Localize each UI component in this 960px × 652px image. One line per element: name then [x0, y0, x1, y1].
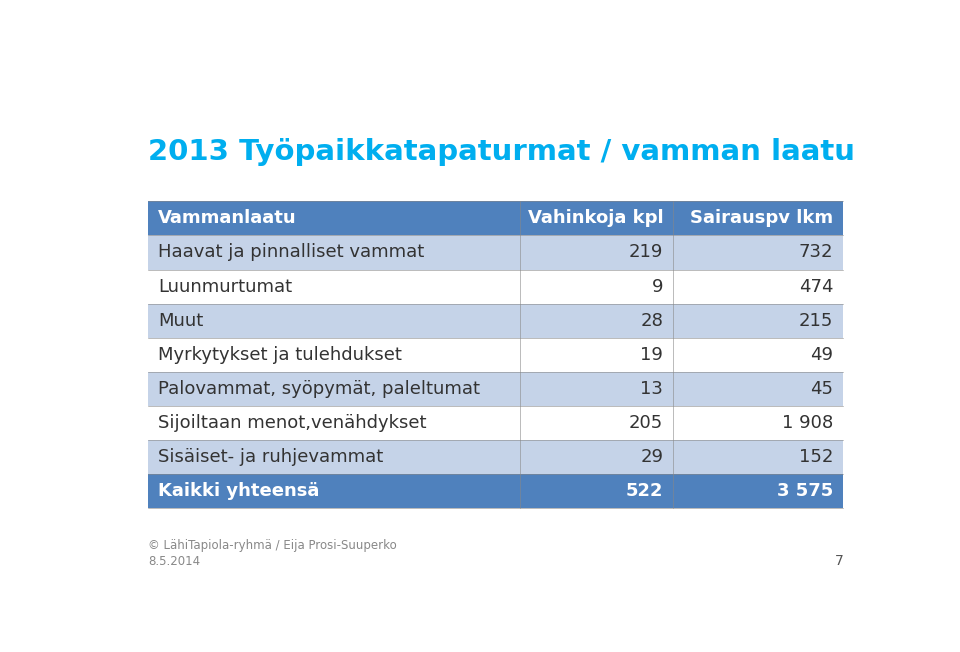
Text: 1 908: 1 908	[782, 414, 833, 432]
Text: Haavat ja pinnalliset vammat: Haavat ja pinnalliset vammat	[158, 243, 424, 261]
Text: 45: 45	[810, 380, 833, 398]
Text: 215: 215	[799, 312, 833, 330]
Text: 13: 13	[640, 380, 663, 398]
Text: 7: 7	[834, 554, 843, 568]
Bar	[148, 338, 843, 372]
Text: 28: 28	[640, 312, 663, 330]
Bar	[148, 235, 843, 269]
Text: 3 575: 3 575	[778, 482, 833, 501]
Text: Vammanlaatu: Vammanlaatu	[158, 209, 297, 228]
Bar	[148, 406, 843, 440]
Text: Sairauspv lkm: Sairauspv lkm	[690, 209, 833, 228]
Text: Sijoiltaan menot,venähdykset: Sijoiltaan menot,venähdykset	[158, 414, 426, 432]
Text: 49: 49	[810, 346, 833, 364]
Text: 19: 19	[640, 346, 663, 364]
Text: 29: 29	[640, 449, 663, 466]
Text: 152: 152	[799, 449, 833, 466]
Text: Palovammat, syöpymät, paleltumat: Palovammat, syöpymät, paleltumat	[158, 380, 480, 398]
Bar	[148, 201, 843, 235]
Text: Kaikki yhteensä: Kaikki yhteensä	[158, 482, 320, 501]
Bar	[148, 304, 843, 338]
Text: Muut: Muut	[158, 312, 204, 330]
Text: 8.5.2014: 8.5.2014	[148, 555, 201, 568]
Text: 219: 219	[629, 243, 663, 261]
Text: 474: 474	[799, 278, 833, 295]
Text: Sisäiset- ja ruhjevammat: Sisäiset- ja ruhjevammat	[158, 449, 383, 466]
Bar	[148, 440, 843, 475]
Bar	[148, 475, 843, 509]
Text: © LähiTapiola-ryhmä / Eija Prosi-Suuperko: © LähiTapiola-ryhmä / Eija Prosi-Suuperk…	[148, 539, 397, 552]
Bar	[148, 269, 843, 304]
Text: 522: 522	[626, 482, 663, 501]
Text: Luunmurtumat: Luunmurtumat	[158, 278, 292, 295]
Text: 9: 9	[652, 278, 663, 295]
Text: 205: 205	[629, 414, 663, 432]
Text: 2013 Työpaikkatapaturmat / vamman laatu: 2013 Työpaikkatapaturmat / vamman laatu	[148, 138, 855, 166]
Text: 732: 732	[799, 243, 833, 261]
Text: Vahinkoja kpl: Vahinkoja kpl	[528, 209, 663, 228]
Text: Myrkytykset ja tulehdukset: Myrkytykset ja tulehdukset	[158, 346, 402, 364]
Bar	[148, 372, 843, 406]
